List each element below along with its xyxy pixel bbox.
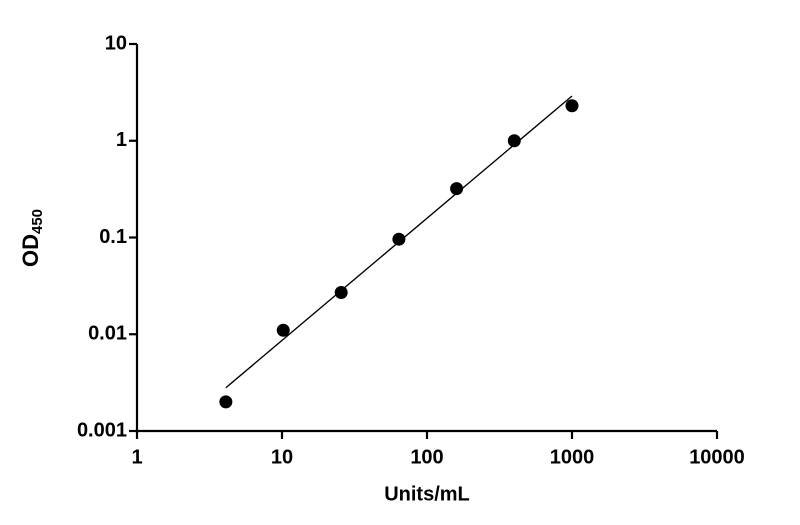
y-tick-label: 10	[105, 32, 127, 54]
data-point	[565, 99, 579, 113]
x-tick-label: 100	[410, 446, 443, 468]
data-point	[392, 232, 406, 246]
x-axis-label: Units/mL	[384, 483, 470, 505]
y-axis-label-main: OD	[18, 234, 43, 267]
x-tick-label: 10000	[689, 446, 745, 468]
y-axis-label-subscript: 450	[29, 209, 46, 234]
x-tick-label: 10	[271, 446, 293, 468]
data-point	[334, 286, 348, 300]
y-tick-label: 0.1	[99, 226, 127, 248]
x-axis-title: Units/mL	[384, 483, 470, 505]
data-point	[219, 395, 233, 409]
y-axis-label: OD450	[18, 209, 46, 267]
y-tick-label: 0.01	[88, 323, 127, 345]
y-tick-label: 0.001	[77, 419, 127, 441]
x-tick-label: 1000	[550, 446, 595, 468]
data-point	[450, 182, 464, 196]
x-tick-label: 1	[131, 446, 142, 468]
data-point	[507, 134, 521, 148]
data-point	[276, 323, 290, 337]
y-tick-label: 1	[116, 129, 127, 151]
